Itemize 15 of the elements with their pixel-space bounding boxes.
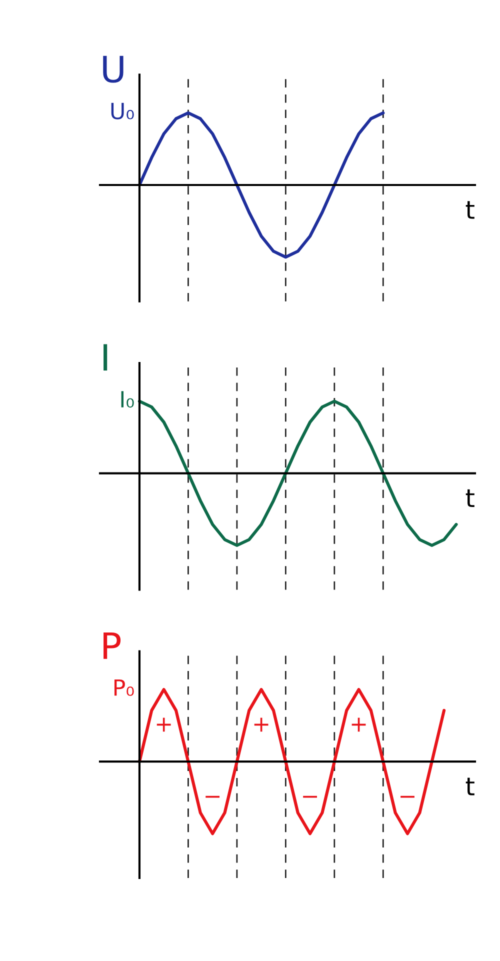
- annotation: +: [352, 718, 366, 732]
- annotation: +: [156, 718, 171, 732]
- y-axis-title: P: [104, 632, 121, 659]
- x-axis-title: t: [466, 201, 474, 219]
- annotation: −: [303, 796, 317, 798]
- annotation: U₀: [111, 102, 134, 120]
- y-axis-title: I: [104, 344, 108, 371]
- y-axis-title: U: [103, 56, 124, 83]
- annotation: I₀: [121, 391, 134, 408]
- annotation: −: [206, 796, 220, 798]
- x-axis-title: t: [466, 778, 474, 796]
- x-axis-title: t: [466, 489, 474, 507]
- annotation: −: [400, 796, 414, 798]
- annotation: +: [254, 718, 268, 732]
- annotation: P₀: [114, 679, 134, 696]
